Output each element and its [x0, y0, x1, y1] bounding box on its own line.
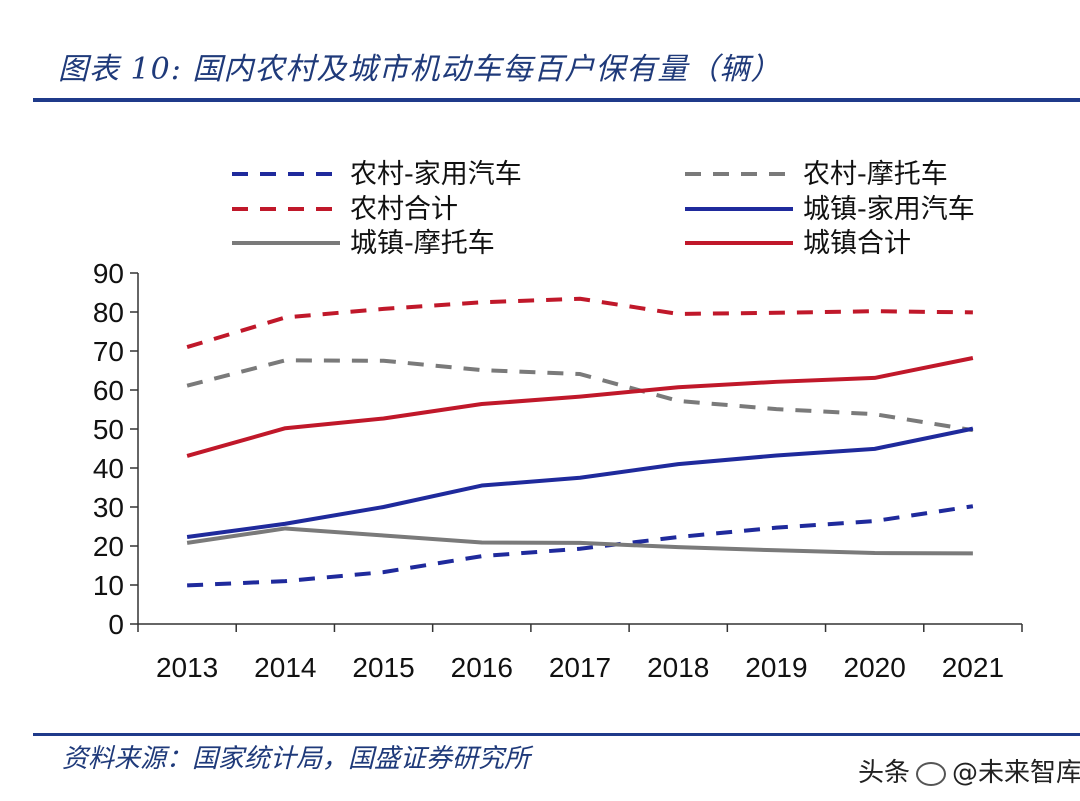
- y-tick-label: 40: [93, 453, 124, 484]
- x-tick-label: 2015: [352, 652, 414, 683]
- legend-label-3: 农村合计: [350, 194, 458, 225]
- x-tick-label: 2013: [156, 652, 218, 683]
- y-tick-label: 80: [93, 297, 124, 328]
- y-tick-label: 30: [93, 492, 124, 523]
- x-tick-label: 2020: [844, 652, 906, 683]
- chart-title: 图表 10: 国内农村及城市机动车每百户保有量（辆）: [58, 52, 782, 87]
- legend-label-4: 城镇-家用汽车: [803, 194, 975, 225]
- y-tick-label: 60: [93, 375, 124, 406]
- x-tick-label: 2017: [549, 652, 611, 683]
- chart-axes: 0 10 20 30 40 50 60 70 80 90 2013 2014 2015 2016 2017 2…: [93, 258, 1023, 683]
- x-tick-label: 2016: [451, 652, 513, 683]
- top-rule: [33, 98, 1080, 102]
- y-tick-label: 70: [93, 336, 124, 367]
- y-tick-label: 20: [93, 531, 124, 562]
- x-tick-label: 2014: [254, 652, 316, 683]
- x-tick-label: 2018: [647, 652, 709, 683]
- series-line-4: [186, 426, 974, 540]
- watermark-prefix: 头条: [858, 758, 911, 788]
- series-line-1: [187, 504, 974, 588]
- y-tick-label: 90: [93, 258, 124, 289]
- watermark-account: @未来智库: [952, 758, 1080, 788]
- legend-label-2: 农村-摩托车: [803, 159, 948, 190]
- x-tick-label: 2019: [745, 652, 807, 683]
- y-tick-label: 0: [108, 609, 124, 640]
- bottom-rule: [33, 733, 1080, 736]
- chart-series: [186, 296, 974, 588]
- series-line-2: [186, 358, 974, 433]
- legend-label-6: 城镇合计: [803, 228, 911, 259]
- series-line-3: [186, 296, 973, 350]
- watermark: 头条 @未来智库: [858, 752, 1080, 789]
- series-line-5: [186, 526, 973, 556]
- series-line-6: [186, 356, 974, 458]
- legend-label-1: 农村-家用汽车: [350, 159, 522, 190]
- y-tick-label: 50: [93, 414, 124, 445]
- wechat-icon: [916, 761, 947, 786]
- x-tick-label: 2021: [942, 652, 1004, 683]
- source-note: 资料来源：国家统计局，国盛证券研究所: [62, 744, 531, 774]
- legend-label-5: 城镇-摩托车: [350, 228, 495, 259]
- y-tick-label: 10: [93, 570, 124, 601]
